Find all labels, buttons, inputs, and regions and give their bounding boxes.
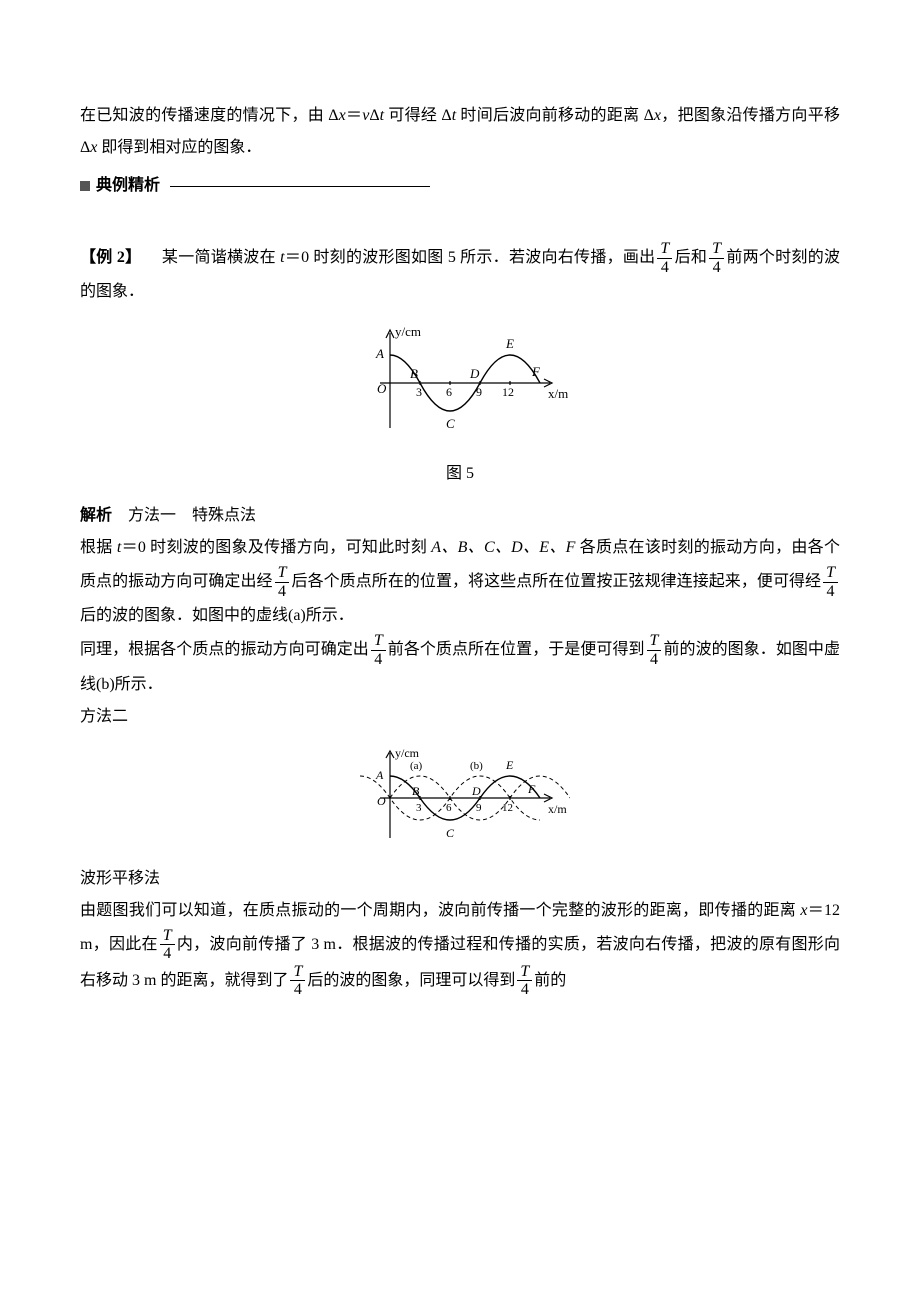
point-B-2: B [412,784,420,798]
origin-label: O [377,381,387,396]
var-x2: x [654,107,661,124]
frac-num: T [709,240,724,258]
fraction-t4-2: T4 [709,240,724,276]
point-C: C [446,416,455,431]
intro-text-d: 可得经 Δ [384,107,452,124]
figure-6: y/cm x/m O A B C D E F (a) (b) 3 6 9 12 [80,743,840,853]
frac-num: T [371,632,386,650]
figure-5: y/cm x/m O A B C D E F 3 6 9 12 [80,318,840,448]
method2-title: 方法二 [80,701,840,733]
point-F: F [531,364,541,379]
figure-5-svg: y/cm x/m O A B C D E F 3 6 9 12 [350,318,570,448]
intro-text-e: 时间后波向前移动的距离 Δ [456,107,654,124]
m1p1-a: 根据 [80,539,117,556]
section-header-text: 典例精析 [96,177,160,194]
m1p1-e: 后的波的图象．如图中的虚线(a)所示． [80,607,354,624]
frac-den: 4 [657,258,672,277]
method2-name: 波形平移法 [80,863,840,895]
fraction-t4-9: T4 [517,963,532,999]
tick-12: 12 [502,385,514,399]
m1p1-d: 后各个质点所在的位置，将这些点所在位置按正弦规律连接起来，便可得经 [291,573,821,590]
label-a: (a) [410,760,423,772]
y-axis-label-2: y/cm [395,746,420,760]
points-list: A、B、C、D、E、F [431,539,575,556]
m1p2-a: 同理，根据各个质点的振动方向可确定出 [80,641,369,658]
fraction-t4-6: T4 [647,632,662,668]
point-D: D [469,366,480,381]
y-axis-label: y/cm [395,324,421,339]
m2p1-a: 由题图我们可以知道，在质点振动的一个周期内，波向前传播一个完整的波形的距离，即传… [80,902,800,919]
point-A-2: A [375,768,384,782]
intro-paragraph: 在已知波的传播速度的情况下，由 Δx＝vΔt 可得经 Δt 时间后波向前移动的距… [80,100,840,164]
tick-6: 6 [446,385,452,399]
fraction-t4-7: T4 [160,927,175,963]
frac-num: T [290,963,305,981]
example-label: 【例 2】 [80,249,141,266]
frac-num: T [647,632,662,650]
method2-paragraph: 由题图我们可以知道，在质点振动的一个周期内，波向前传播一个完整的波形的距离，即传… [80,895,840,999]
figure-5-caption: 图 5 [80,458,840,490]
point-D-2: D [471,784,481,798]
x-axis-label-2: x/m [548,802,567,816]
tick-3: 3 [416,385,422,399]
tick-3-2: 3 [416,802,422,814]
frac-den: 4 [371,650,386,669]
intro-text-b: ＝ [346,107,363,124]
m2p1-d: 后的波的图象，同理可以得到 [307,972,515,989]
x-axis-label: x/m [548,386,568,401]
frac-num: T [823,564,838,582]
point-E: E [505,336,514,351]
section-header: 典例精析 [80,170,840,202]
tick-9-2: 9 [476,802,482,814]
fraction-t4-3: T4 [275,564,290,600]
intro-text-g: 即得到相对应的图象． [97,139,261,156]
frac-num: T [160,927,175,945]
fraction-t4-4: T4 [823,564,838,600]
example-text-a: 某一简谐横波在 [146,249,280,266]
m1p2-b: 前各个质点所在位置，于是便可得到 [388,641,645,658]
frac-den: 4 [275,582,290,601]
example-text-b: ＝0 时刻的波形图如图 5 所示．若波向右传播，画出 [285,249,656,266]
intro-text-c: Δ [369,107,379,124]
var-x: x [339,107,346,124]
point-C-2: C [446,826,455,840]
method1-paragraph-1: 根据 t＝0 时刻波的图象及传播方向，可知此时刻 A、B、C、D、E、F 各质点… [80,532,840,632]
frac-den: 4 [517,980,532,999]
frac-num: T [517,963,532,981]
solution-line-1: 解析 方法一 特殊点法 [80,500,840,532]
frac-den: 4 [823,582,838,601]
fraction-t4-8: T4 [290,963,305,999]
fraction-t4-5: T4 [371,632,386,668]
frac-den: 4 [709,258,724,277]
example-paragraph: 【例 2】 某一简谐横波在 t＝0 时刻的波形图如图 5 所示．若波向右传播，画… [80,240,840,308]
point-F-2: F [527,782,536,796]
figure-6-svg: y/cm x/m O A B C D E F (a) (b) 3 6 9 12 [350,743,570,853]
example-text-c: 后和 [674,249,707,266]
tick-6-2: 6 [446,802,452,814]
frac-den: 4 [647,650,662,669]
method1-paragraph-2: 同理，根据各个质点的振动方向可确定出T4前各个质点所在位置，于是便可得到T4前的… [80,632,840,700]
point-A: A [375,346,384,361]
frac-den: 4 [290,980,305,999]
frac-den: 4 [160,944,175,963]
frac-num: T [275,564,290,582]
point-E-2: E [505,758,514,772]
m2p1-e: 前的 [534,972,566,989]
section-divider-line [170,186,430,187]
point-B: B [410,366,418,381]
tick-12-2: 12 [502,802,513,814]
method1-title: 方法一 特殊点法 [112,507,256,524]
tick-9: 9 [476,385,482,399]
m1p1-b: ＝0 时刻波的图象及传播方向，可知此时刻 [121,539,431,556]
intro-text-a: 在已知波的传播速度的情况下，由 Δ [80,107,339,124]
solution-header: 解析 [80,507,112,524]
square-bullet-icon [80,181,90,191]
frac-num: T [657,240,672,258]
label-b: (b) [470,760,483,772]
origin-label-2: O [377,794,386,808]
fraction-t4-1: T4 [657,240,672,276]
